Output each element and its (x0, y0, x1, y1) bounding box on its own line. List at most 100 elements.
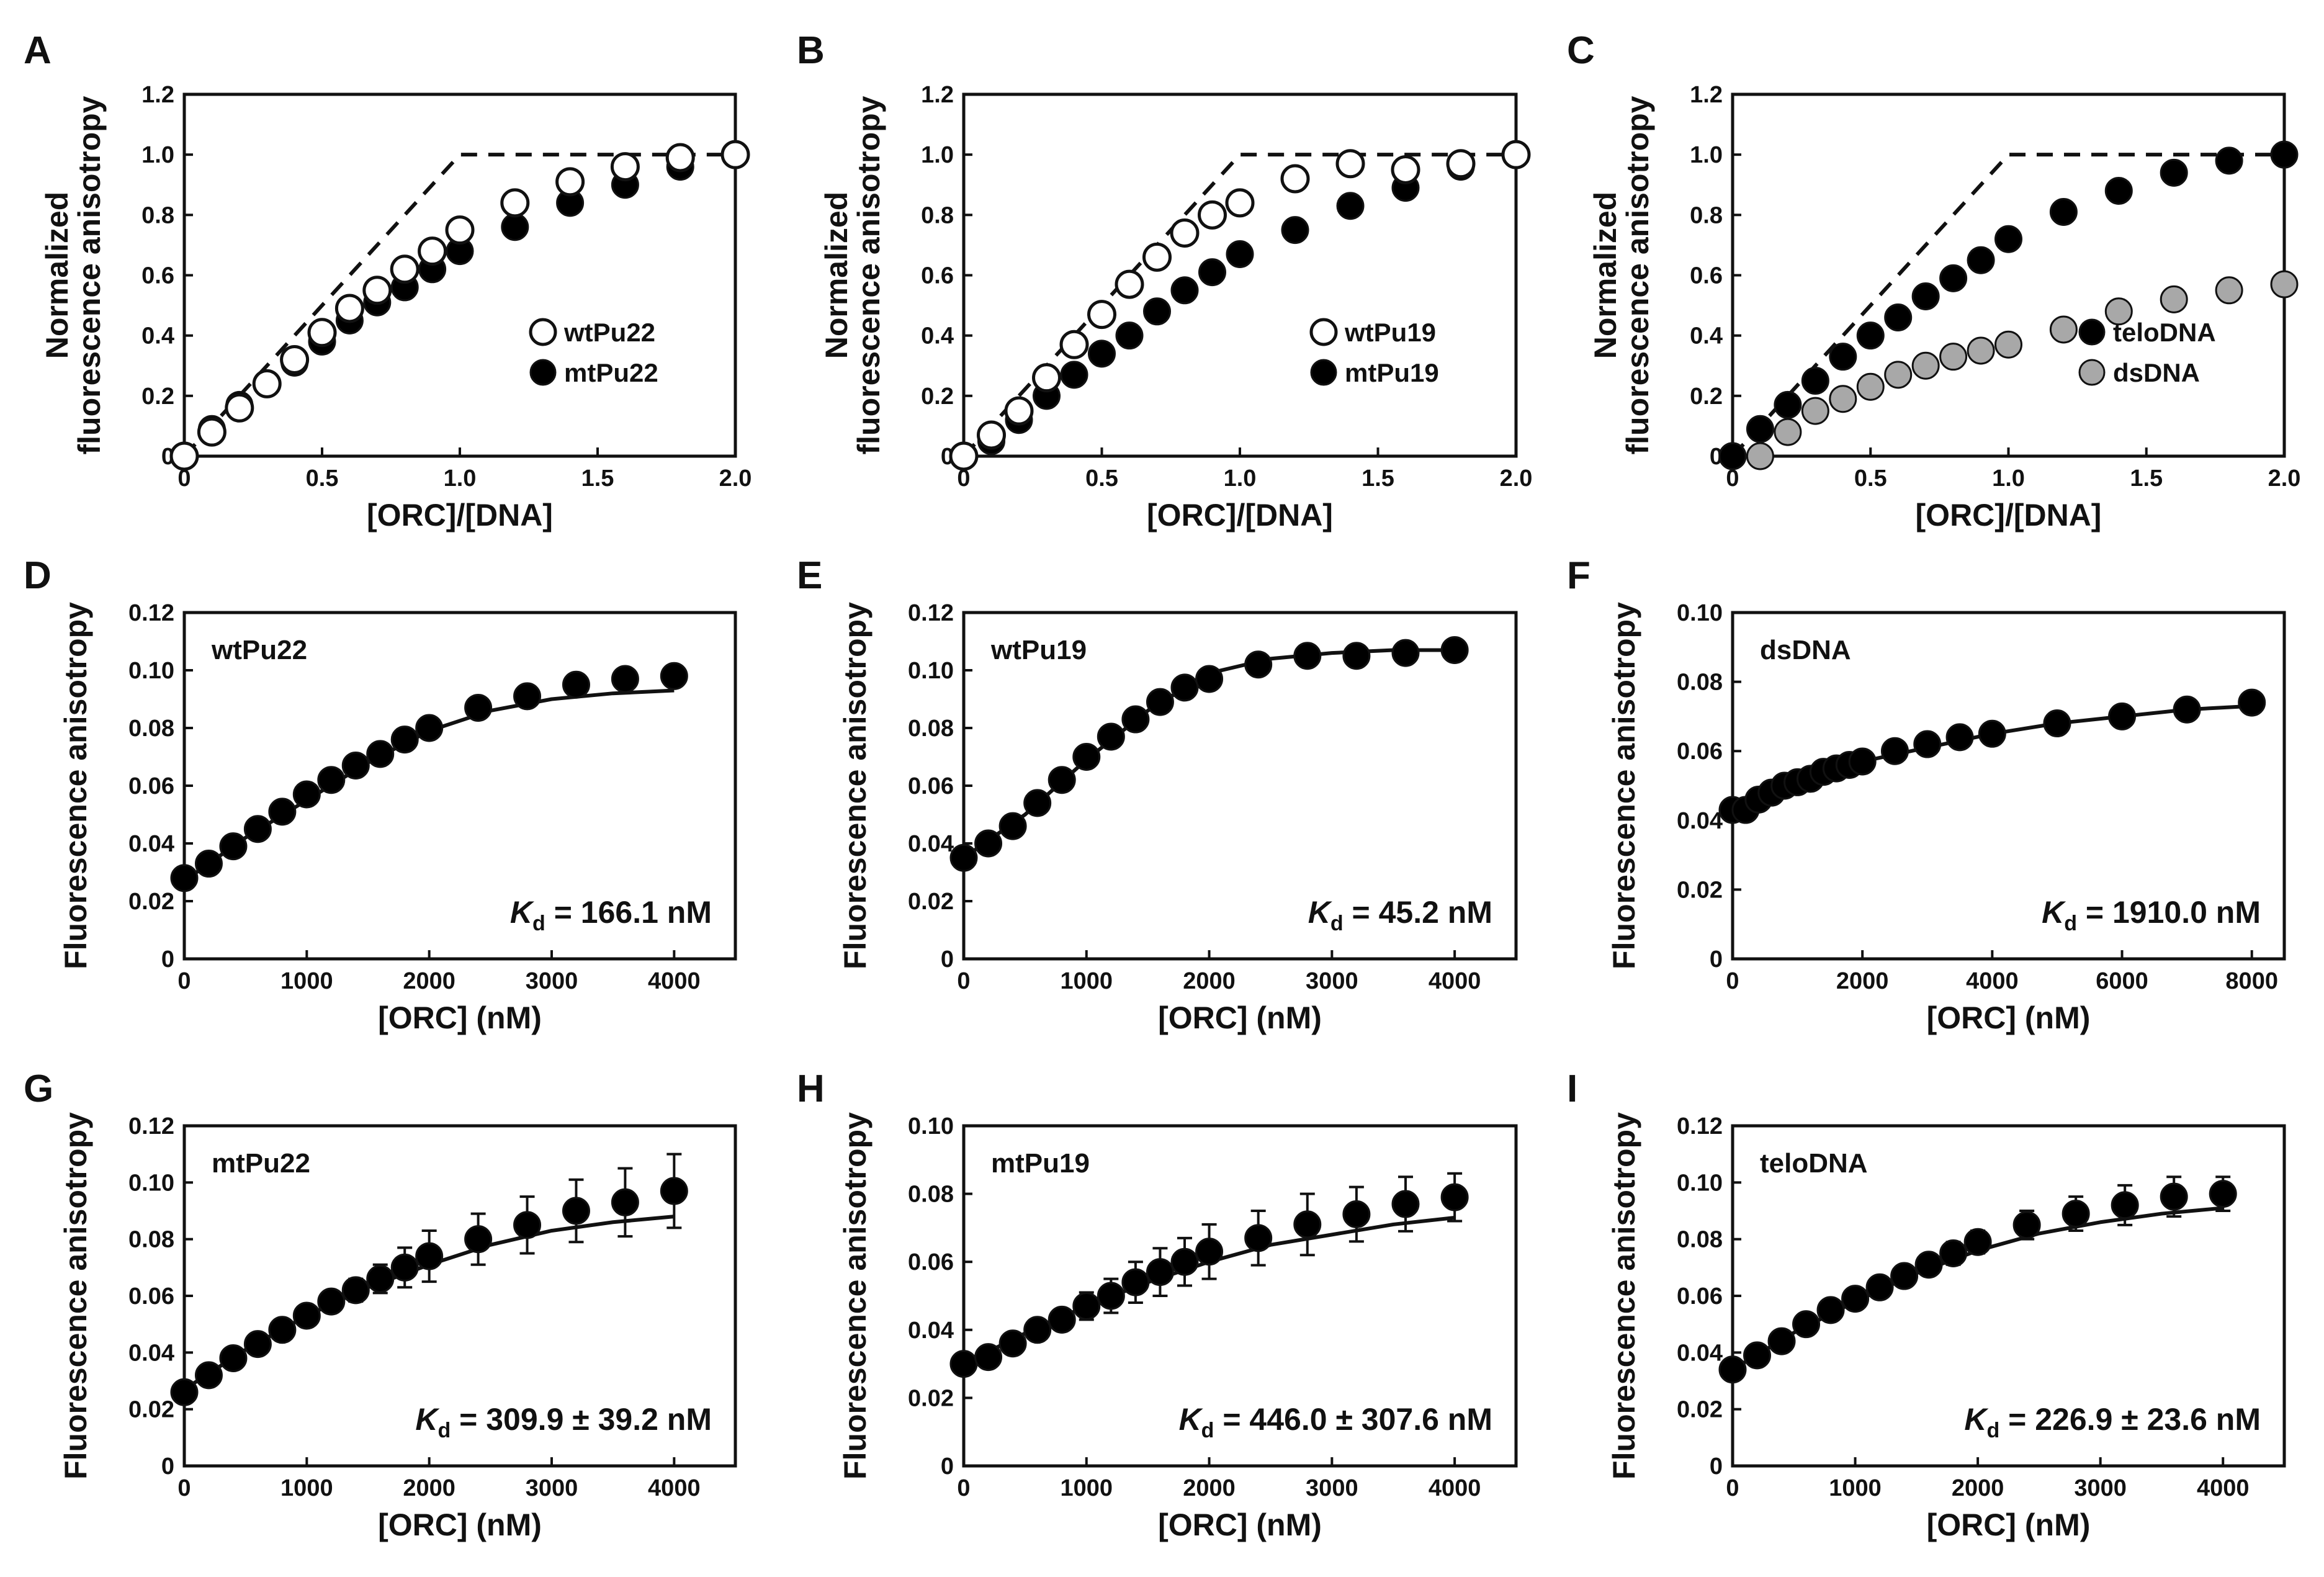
y-tick-label: 0.08 (1677, 1227, 1723, 1253)
legend-label: dsDNA (2113, 358, 2200, 387)
kd-symbol: K (510, 895, 535, 930)
data-point (513, 1211, 542, 1239)
data-point (974, 1343, 1003, 1372)
x-tick-label: 2.0 (1500, 465, 1533, 492)
x-tick-label: 3000 (526, 1475, 578, 1501)
data-point (1774, 390, 1802, 419)
data-point (1146, 688, 1174, 716)
data-point (974, 829, 1003, 858)
data-point (1072, 743, 1101, 771)
data-point (501, 213, 529, 241)
data-point (1746, 415, 1774, 443)
legend-marker (2078, 318, 2106, 346)
kd-value: = 1910.0 nM (2077, 895, 2261, 930)
data-point (390, 726, 419, 754)
y-tick-label: 0.08 (1677, 670, 1723, 696)
data-point (1170, 218, 1200, 248)
data-point (1856, 372, 1885, 401)
panel-b: B0 0.5 1.0 1.5 2.000.20.40.60.81.01.2[ORC]/[… (797, 29, 1532, 532)
series-teloDNA (1718, 140, 2299, 470)
y-tick-label: 0.04 (128, 831, 174, 857)
x-tick-label: 4000 (2197, 1475, 2250, 1501)
data-point (1865, 1273, 1894, 1301)
data-point (2160, 285, 2188, 313)
series-wtPu22 (170, 662, 688, 892)
data-point (949, 1350, 978, 1378)
x-axis-label: [ORC] (nM) (1927, 1507, 2091, 1542)
series-wtPu19 (949, 636, 1469, 872)
x-tick-label: 4000 (1429, 1475, 1481, 1501)
data-point (1890, 1262, 1919, 1290)
data-point (1880, 737, 1909, 765)
x-tick-label: 2000 (1836, 968, 1889, 994)
data-point (1335, 149, 1365, 179)
x-axis-label: [ORC] (nM) (378, 1507, 542, 1542)
y-tick-label: 0.10 (1677, 600, 1723, 626)
y-tick-label: 0.06 (128, 1283, 174, 1310)
data-point (2012, 1211, 2041, 1239)
data-point (1816, 1296, 1845, 1324)
data-point (2049, 197, 2078, 226)
data-point (1841, 1285, 1870, 1313)
data-point (2270, 140, 2299, 169)
x-tick-label: 2000 (1952, 1475, 2004, 1501)
data-point (280, 345, 310, 375)
x-axis-label: [ORC] (nM) (1927, 1000, 2091, 1035)
panel-label: C (1567, 29, 1595, 72)
data-point (1829, 385, 1857, 413)
x-tick-label: 0.5 (306, 465, 339, 492)
y-tick-label: 0.4 (1690, 323, 1723, 349)
data-point (317, 766, 346, 794)
data-point (2215, 146, 2243, 175)
x-tick-label: 0 (1726, 465, 1739, 492)
data-point (292, 780, 321, 809)
data-point (2215, 276, 2243, 305)
data-point (1994, 225, 2022, 253)
data-point (1945, 723, 1974, 752)
x-axis-label: [ORC] (nM) (1158, 1000, 1322, 1035)
data-point (169, 441, 199, 471)
data-point (1280, 164, 1310, 194)
y-tick-label: 1.2 (921, 82, 954, 108)
kd-subscript: d (1201, 1419, 1214, 1442)
x-axis-label: [ORC]/[DNA] (1147, 498, 1333, 532)
data-point (720, 140, 750, 169)
series-wtPu19 (949, 140, 1531, 471)
data-point (268, 1316, 297, 1344)
y-tick-label: 1.0 (141, 142, 174, 168)
data-point (1281, 216, 1309, 245)
data-point (445, 215, 475, 245)
x-tick-label: 2.0 (719, 465, 752, 492)
x-tick-label: 1.5 (2130, 465, 2163, 492)
y-tick-label: 0.12 (128, 1113, 174, 1139)
data-point (1115, 269, 1144, 299)
data-point (1244, 650, 1273, 679)
data-point (610, 152, 640, 182)
x-tick-label: 0 (957, 968, 970, 994)
x-tick-label: 2000 (403, 968, 455, 994)
data-point (418, 236, 447, 266)
data-point (464, 693, 493, 722)
x-tick-label: 8000 (2225, 968, 2278, 994)
y-axis-label-line2: fluorescence anisotropy (1620, 96, 1655, 454)
data-point (366, 1265, 395, 1293)
x-tick-label: 0 (177, 1475, 191, 1501)
data-point (1121, 705, 1150, 734)
data-point (1743, 1341, 1772, 1370)
y-tick-label: 0.2 (141, 384, 174, 410)
y-tick-label: 0 (1710, 444, 1723, 470)
data-point (562, 670, 590, 699)
y-tick-label: 0.08 (128, 716, 174, 742)
y-tick-label: 0.10 (128, 658, 174, 684)
data-point (2160, 158, 2188, 187)
y-tick-label: 0.04 (908, 831, 954, 857)
data-point (415, 1242, 444, 1270)
y-tick-label: 0.10 (128, 1170, 174, 1196)
y-axis-label: Fluorescence anisotropy (58, 1112, 93, 1480)
data-point (1170, 673, 1199, 702)
y-tick-label: 0.10 (1677, 1170, 1723, 1196)
y-tick-label: 0.06 (128, 773, 174, 799)
y-tick-label: 0.06 (908, 1249, 954, 1275)
data-point (464, 1225, 493, 1254)
